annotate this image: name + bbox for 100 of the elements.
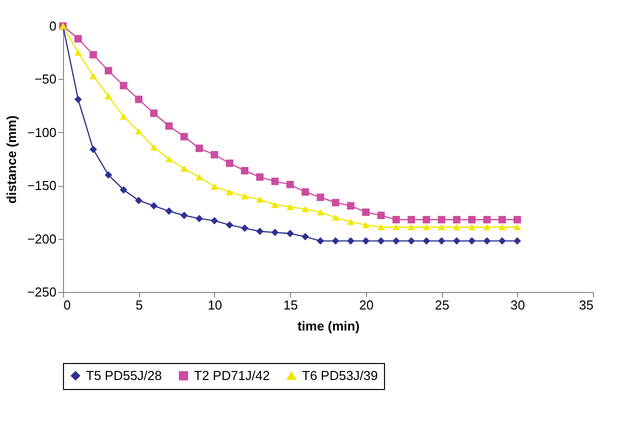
point <box>150 202 158 210</box>
point <box>377 237 385 245</box>
point <box>210 151 218 158</box>
point <box>196 144 203 152</box>
point <box>302 206 309 212</box>
point <box>483 216 491 224</box>
point <box>271 228 279 236</box>
point <box>256 228 264 236</box>
point <box>422 237 430 245</box>
point <box>468 224 476 230</box>
y-tick-label: −200 <box>27 231 56 246</box>
x-tick-label: 15 <box>283 298 298 312</box>
point <box>498 224 506 230</box>
point <box>135 196 142 204</box>
point <box>256 196 264 203</box>
point <box>483 224 491 230</box>
point <box>271 202 279 208</box>
point <box>120 186 128 194</box>
point <box>408 224 415 230</box>
point <box>135 128 142 135</box>
x-tick-label: 30 <box>510 298 526 312</box>
point <box>347 218 354 225</box>
point <box>241 166 248 174</box>
point <box>468 237 476 245</box>
y-tick-label: −100 <box>27 124 56 140</box>
point <box>180 165 188 172</box>
point <box>422 224 430 230</box>
y-tick-label: −150 <box>27 178 56 194</box>
point <box>332 214 340 221</box>
point <box>514 237 521 245</box>
point <box>226 160 234 167</box>
x-tick-label: 0 <box>64 298 71 312</box>
point <box>332 198 340 206</box>
point <box>241 224 248 232</box>
point <box>422 216 430 224</box>
point <box>74 49 82 56</box>
point <box>514 224 521 230</box>
x-tick-label: 10 <box>208 298 222 312</box>
point <box>302 188 309 196</box>
x-tick-label: 5 <box>136 298 143 312</box>
legend-label: T2 PD71J/42 <box>194 368 270 383</box>
point <box>408 237 415 245</box>
point <box>438 224 446 230</box>
point <box>120 82 128 90</box>
x-axis-title: time (min) <box>297 318 360 334</box>
point <box>362 237 370 245</box>
point <box>196 214 203 222</box>
point <box>483 237 491 245</box>
point <box>438 237 446 245</box>
point <box>362 208 370 216</box>
point <box>120 113 128 120</box>
point <box>90 146 97 154</box>
point <box>316 237 324 245</box>
point <box>438 216 446 224</box>
point <box>392 224 400 230</box>
point <box>165 156 173 162</box>
x-tick-label: 35 <box>579 298 594 312</box>
point <box>362 222 370 228</box>
y-axis-title: distance (mm) <box>4 115 20 204</box>
point <box>286 204 294 210</box>
point <box>104 171 112 179</box>
legend-label: T6 PD53J/39 <box>302 368 378 383</box>
point <box>316 208 324 216</box>
point <box>210 183 218 190</box>
point <box>180 132 188 140</box>
point <box>286 230 294 238</box>
point <box>316 194 324 202</box>
y-tick-label: −50 <box>34 72 56 87</box>
point <box>135 96 142 104</box>
point <box>468 216 476 224</box>
point <box>90 51 97 58</box>
point <box>271 178 279 186</box>
legend-label: T5 PD55J/28 <box>86 368 162 383</box>
point <box>453 237 460 245</box>
point <box>196 174 203 180</box>
point <box>286 180 294 188</box>
point <box>90 72 97 80</box>
point <box>392 237 400 245</box>
point <box>453 224 460 230</box>
point <box>150 144 158 151</box>
point <box>74 35 82 42</box>
point <box>347 202 354 210</box>
point <box>347 237 354 245</box>
point <box>377 212 385 220</box>
point <box>408 216 415 224</box>
point <box>210 217 218 224</box>
point <box>241 193 248 200</box>
x-tick-label: 25 <box>434 298 450 312</box>
point <box>256 173 264 181</box>
point <box>165 207 173 215</box>
point <box>150 110 158 117</box>
point <box>392 216 400 224</box>
point <box>104 93 112 100</box>
point <box>498 237 506 245</box>
point <box>453 216 460 224</box>
x-tick-label: 20 <box>359 298 374 312</box>
point <box>226 188 234 196</box>
point <box>74 96 82 104</box>
y-tick-label: 0 <box>49 18 56 34</box>
point <box>498 216 506 224</box>
